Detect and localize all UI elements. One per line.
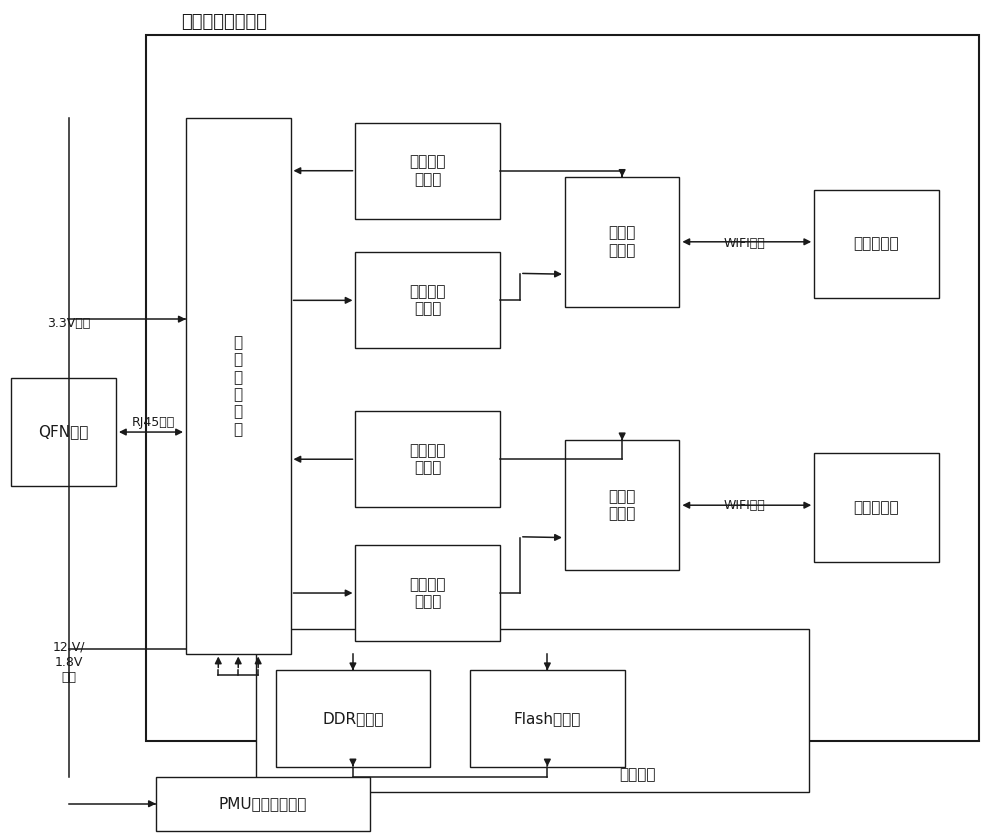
Bar	[276, 670, 430, 767]
Text: 第一带通
滤波器: 第一带通 滤波器	[409, 154, 446, 187]
Text: 第二带通
滤波器: 第二带通 滤波器	[409, 284, 446, 316]
Bar	[355, 253, 500, 348]
Bar	[355, 411, 500, 508]
Text: 第二带通
滤波器: 第二带通 滤波器	[409, 577, 446, 609]
Text: RJ45信号: RJ45信号	[131, 416, 175, 430]
Bar	[186, 118, 291, 654]
Text: 第二开
关芯片: 第二开 关芯片	[608, 226, 636, 258]
Text: Flash存储器: Flash存储器	[514, 711, 581, 726]
Bar	[814, 453, 939, 561]
Text: 第
一
转
换
芯
片: 第 一 转 换 芯 片	[234, 335, 243, 437]
Bar	[146, 35, 979, 742]
Text: 3.3V供电: 3.3V供电	[48, 317, 91, 330]
Bar	[565, 177, 679, 306]
Bar	[156, 777, 370, 831]
Text: 第二天线扣: 第二天线扣	[854, 237, 899, 252]
Text: 第一带通
滤波器: 第一带通 滤波器	[409, 443, 446, 476]
Bar	[355, 122, 500, 219]
Text: WIFI信号: WIFI信号	[723, 237, 765, 250]
Text: WIFI信号: WIFI信号	[723, 499, 765, 512]
Text: PMU电源转换单元: PMU电源转换单元	[219, 796, 307, 811]
Bar	[355, 545, 500, 641]
Bar	[565, 440, 679, 570]
Text: 第二天线扣: 第二天线扣	[854, 500, 899, 515]
Text: 存储单元: 存储单元	[620, 768, 656, 783]
Text: QFN封装: QFN封装	[39, 425, 89, 440]
Text: 12.V/
1.8V
供电: 12.V/ 1.8V 供电	[53, 640, 85, 684]
Text: DDR运算器: DDR运算器	[322, 711, 384, 726]
Bar	[256, 628, 809, 792]
Text: 第二信号转换单元: 第二信号转换单元	[181, 13, 267, 31]
Bar	[11, 378, 116, 487]
Text: 第二开
关芯片: 第二开 关芯片	[608, 489, 636, 521]
Bar	[470, 670, 625, 767]
Bar	[814, 190, 939, 298]
